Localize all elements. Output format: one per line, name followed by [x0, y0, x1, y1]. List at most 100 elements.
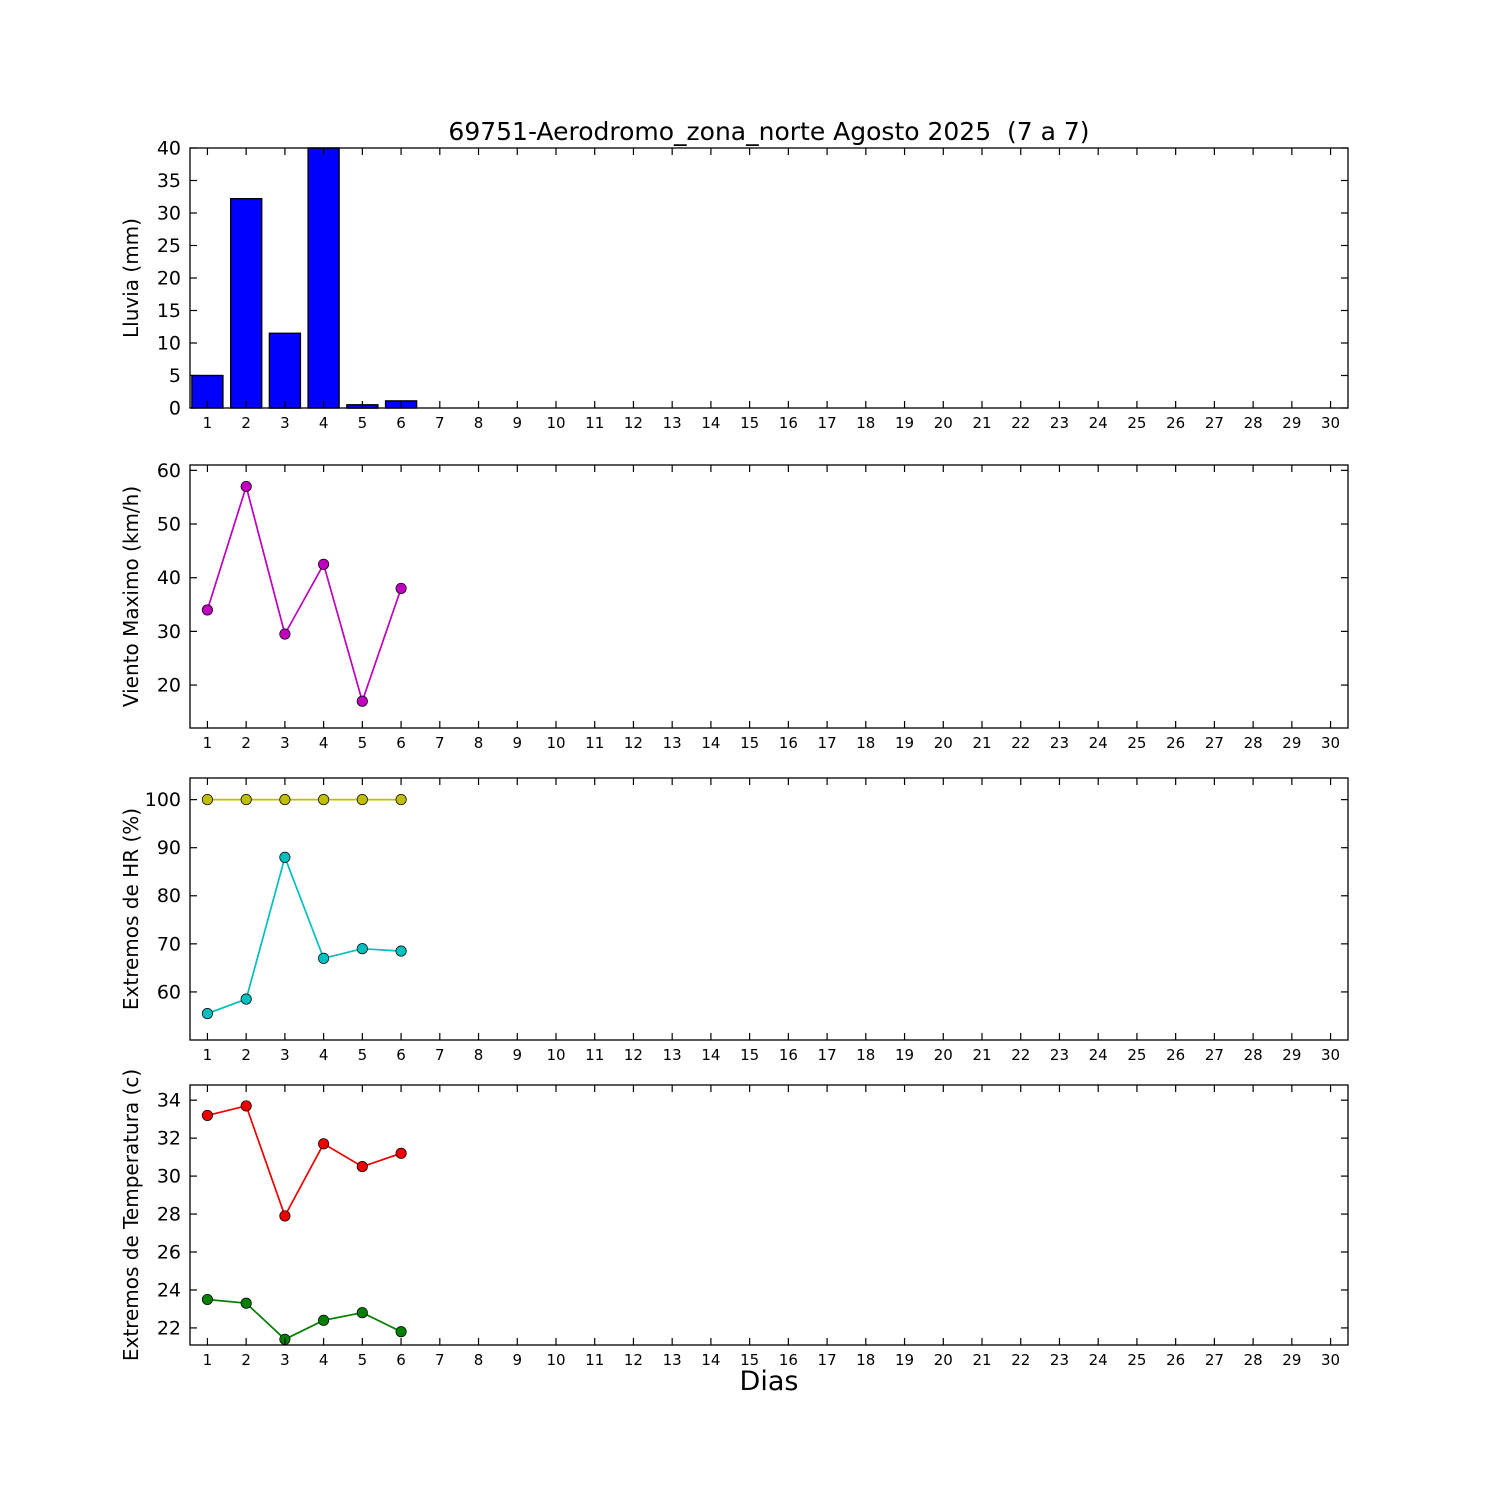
x-tick-label: 6	[396, 414, 406, 432]
x-tick-label: 21	[972, 414, 991, 432]
marker-viento-maximo-day-5	[356, 695, 368, 707]
x-tick-label: 24	[1089, 1351, 1108, 1369]
x-tick-label: 4	[319, 1046, 329, 1064]
x-tick-label: 15	[740, 734, 759, 752]
line-temperatura-maxima	[207, 1104, 402, 1218]
marker-viento-maximo-day-3	[279, 628, 291, 640]
x-tick-label: 22	[1011, 414, 1030, 432]
marker-hr-minima-day-3	[279, 851, 291, 863]
line-hr-minima	[207, 854, 402, 1015]
x-tick-label: 22	[1011, 1046, 1030, 1064]
y-tick-label: 28	[157, 1204, 181, 1226]
marker-hr-maxima-day-6	[395, 794, 407, 806]
x-tick-label: 30	[1321, 1046, 1340, 1064]
y-axis-label-temperatura: Extremos de Temperatura (c)	[119, 1069, 143, 1361]
x-tick-label: 13	[663, 1046, 682, 1064]
marker-hr-minima-day-1	[201, 1008, 213, 1020]
x-tick-label: 17	[818, 414, 837, 432]
x-tick-label: 6	[396, 1046, 406, 1064]
x-tick-label: 18	[856, 734, 875, 752]
x-tick-label: 16	[779, 414, 798, 432]
x-tick-label: 26	[1166, 414, 1185, 432]
x-tick-label: 22	[1011, 734, 1030, 752]
x-tick-label: 30	[1321, 1351, 1340, 1369]
x-tick-label: 17	[818, 1046, 837, 1064]
x-tick-label: 2	[241, 734, 251, 752]
x-tick-label: 26	[1166, 1046, 1185, 1064]
marker-temperatura-maxima-day-4	[318, 1138, 330, 1150]
x-tick-label: 19	[895, 1046, 914, 1064]
marker-viento-maximo-day-1	[201, 604, 213, 616]
y-tick-label: 20	[157, 675, 181, 697]
x-tick-label: 1	[203, 1351, 213, 1369]
x-tick-label: 1	[203, 734, 213, 752]
x-tick-label: 17	[818, 1351, 837, 1369]
x-tick-label: 22	[1011, 1351, 1030, 1369]
x-axis-title: Dias	[739, 1366, 799, 1397]
x-tick-label: 21	[972, 1046, 991, 1064]
x-tick-label: 11	[585, 1046, 604, 1064]
marker-hr-maxima-day-5	[356, 794, 368, 806]
axes-frame-humedad	[189, 777, 1349, 1041]
marker-temperatura-maxima-day-6	[395, 1147, 407, 1159]
x-tick-label: 14	[701, 734, 720, 752]
x-tick-label: 5	[358, 414, 368, 432]
x-tick-label: 24	[1089, 414, 1108, 432]
y-axis-label-lluvia: Lluvia (mm)	[119, 218, 143, 338]
x-tick-label: 4	[319, 414, 329, 432]
x-tick-label: 16	[779, 734, 798, 752]
x-tick-label: 9	[512, 1046, 522, 1064]
marker-hr-minima-day-2	[240, 993, 252, 1005]
marker-temperatura-maxima-day-2	[240, 1100, 252, 1112]
x-tick-label: 13	[663, 1351, 682, 1369]
axes-frame-viento	[189, 464, 1349, 729]
x-tick-label: 17	[818, 734, 837, 752]
x-tick-label: 20	[934, 1046, 953, 1064]
line-viento-maximo	[206, 483, 402, 705]
y-tick-label: 35	[157, 170, 181, 192]
marker-temperatura-maxima-day-5	[356, 1161, 368, 1173]
marker-hr-maxima-day-3	[279, 794, 291, 806]
marker-temperatura-minima-day-2	[240, 1297, 252, 1309]
marker-temperatura-minima-day-1	[201, 1293, 213, 1306]
rain-bar-day-4	[307, 147, 340, 409]
x-tick-label: 28	[1244, 1046, 1263, 1064]
x-tick-label: 5	[358, 734, 368, 752]
rain-bar-day-2	[229, 197, 263, 409]
x-tick-label: 25	[1127, 734, 1146, 752]
y-axis-label-viento: Viento Maximo (km/h)	[119, 486, 143, 707]
x-tick-label: 15	[740, 1046, 759, 1064]
y-tick-label: 80	[157, 885, 181, 907]
y-tick-label: 60	[157, 460, 181, 482]
x-tick-label: 3	[280, 734, 290, 752]
x-tick-label: 19	[895, 414, 914, 432]
x-tick-label: 10	[546, 734, 565, 752]
y-tick-label: 60	[157, 981, 181, 1003]
x-tick-label: 10	[546, 1046, 565, 1064]
x-tick-label: 16	[779, 1046, 798, 1064]
y-tick-label: 15	[157, 300, 181, 322]
x-tick-label: 27	[1205, 1351, 1224, 1369]
axes-frame-temperatura	[189, 1084, 1349, 1346]
x-tick-label: 4	[319, 1351, 329, 1369]
x-tick-label: 3	[280, 1046, 290, 1064]
x-tick-label: 30	[1321, 734, 1340, 752]
x-tick-label: 29	[1282, 734, 1301, 752]
y-tick-label: 22	[157, 1317, 181, 1339]
x-tick-label: 11	[585, 414, 604, 432]
x-tick-label: 7	[435, 414, 445, 432]
y-tick-label: 30	[157, 202, 181, 224]
x-tick-label: 1	[203, 414, 213, 432]
x-tick-label: 18	[856, 1351, 875, 1369]
y-tick-label: 26	[157, 1241, 181, 1263]
x-tick-label: 4	[319, 734, 329, 752]
y-tick-label: 40	[157, 567, 181, 589]
x-tick-label: 23	[1050, 1351, 1069, 1369]
x-tick-label: 9	[512, 1351, 522, 1369]
x-tick-label: 19	[895, 734, 914, 752]
line-temperatura-minima	[207, 1298, 402, 1341]
y-tick-label: 100	[145, 789, 181, 811]
y-tick-label: 90	[157, 837, 181, 859]
